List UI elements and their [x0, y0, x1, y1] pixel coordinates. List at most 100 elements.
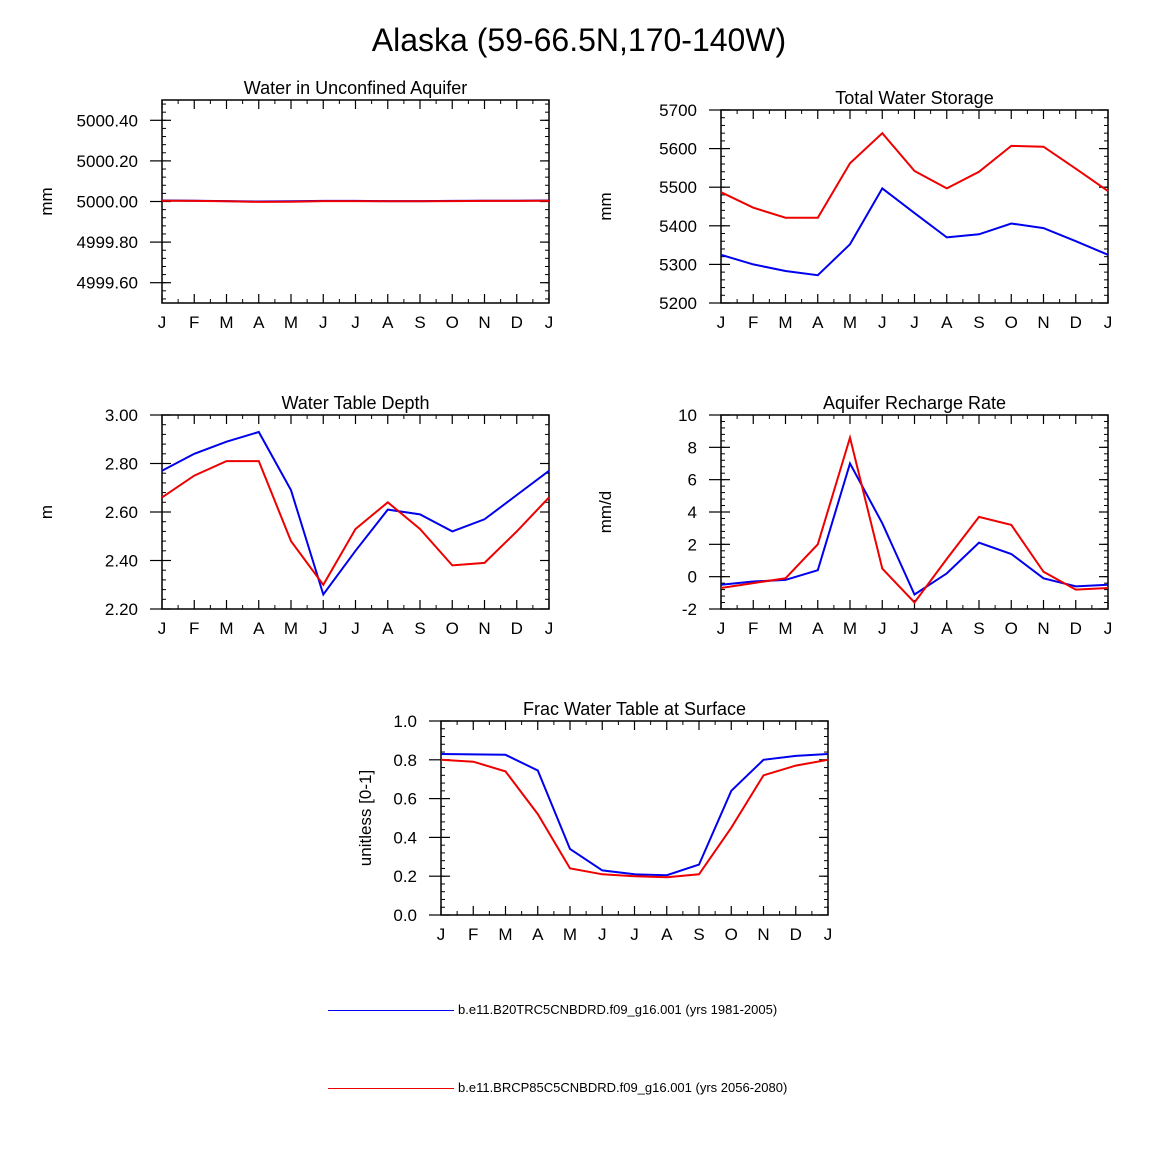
plot5-xtick-label: S [693, 925, 704, 944]
plot1-xtick-label: D [511, 313, 523, 332]
plot4-ytick-label: 0 [688, 568, 697, 587]
plot2-xtick-label: M [778, 313, 792, 332]
plot1-xtick-label: O [446, 313, 459, 332]
plot4-xtick-label: A [812, 619, 824, 638]
plot1-ytick-label: 5000.40 [77, 111, 138, 130]
plot2-xtick-label: F [748, 313, 758, 332]
plot5-xtick-label: J [437, 925, 446, 944]
plot4-series-2-line [720, 433, 1109, 605]
plot3-xtick-label: J [545, 619, 554, 638]
plot4-ytick-label: 10 [678, 406, 697, 425]
plot5-ytick-label: 0.4 [393, 828, 417, 847]
plot2-ylabel: mm [596, 192, 615, 220]
plot5-ylabel: unitless [0-1] [356, 770, 375, 866]
plot4-title: Aquifer Recharge Rate [823, 393, 1006, 413]
plot3-ytick-label: 2.40 [105, 552, 138, 571]
plot1-xtick-label: J [351, 313, 360, 332]
plot1-xtick-label: N [478, 313, 490, 332]
plot2-ytick-label: 5600 [659, 140, 697, 159]
plot3-xtick-label: A [253, 619, 265, 638]
plot1-xtick-label: J [319, 313, 328, 332]
plot5-xtick-label: A [532, 925, 544, 944]
plot2-ytick-label: 5500 [659, 178, 697, 197]
legend-line-1 [328, 1010, 454, 1011]
plot3-title: Water Table Depth [281, 393, 429, 413]
plot3-ylabel: m [37, 505, 56, 519]
plot4-ytick-label: 6 [688, 471, 697, 490]
plot2-ytick-label: 5400 [659, 217, 697, 236]
plot1-xtick-label: M [284, 313, 298, 332]
plot1-series-2-line [161, 199, 550, 203]
plot2-xtick-label: J [878, 313, 887, 332]
plot3-ytick-label: 2.20 [105, 600, 138, 619]
plot2-ytick-label: 5300 [659, 255, 697, 274]
plot4-xtick-label: M [778, 619, 792, 638]
plot2-xtick-label: J [1104, 313, 1113, 332]
plot3-xtick-label: J [158, 619, 167, 638]
plot5-xtick-label: D [790, 925, 802, 944]
plot1-xtick-label: J [158, 313, 167, 332]
plot1-ylabel: mm [37, 187, 56, 215]
legend-label-1: b.e11.B20TRC5CNBDRD.f09_g16.001 (yrs 198… [458, 1002, 778, 1017]
plot3-xtick-label: F [189, 619, 199, 638]
plot5-ytick-label: 0.2 [393, 867, 417, 886]
plot1-xtick-label: A [253, 313, 265, 332]
plot3-xtick-label: M [284, 619, 298, 638]
plot4-ytick-label: -2 [682, 600, 697, 619]
plot3-xtick-label: J [351, 619, 360, 638]
plot2-series-2-line [720, 131, 1109, 219]
plot2-xtick-label: J [717, 313, 726, 332]
plot5-ytick-label: 0.0 [393, 906, 417, 925]
plot2-xtick-label: M [843, 313, 857, 332]
plot3-xtick-label: N [478, 619, 490, 638]
plot1-xtick-label: F [189, 313, 199, 332]
plot4-xtick-label: D [1070, 619, 1082, 638]
plot2-xtick-label: N [1037, 313, 1049, 332]
plot1-xtick-label: J [545, 313, 554, 332]
plot5-title: Frac Water Table at Surface [523, 699, 746, 719]
plot4-xtick-label: F [748, 619, 758, 638]
plot3-ytick-label: 3.00 [105, 406, 138, 425]
plot3-ytick-label: 2.60 [105, 503, 138, 522]
plot4-ytick-label: 4 [688, 503, 697, 522]
plot2-xtick-label: A [941, 313, 953, 332]
plot3-xtick-label: S [414, 619, 425, 638]
plot5-xtick-label: M [498, 925, 512, 944]
plot1-title: Water in Unconfined Aquifer [244, 78, 467, 98]
plot1-ytick-label: 4999.60 [77, 274, 138, 293]
plot2-xtick-label: J [910, 313, 919, 332]
plot3-xtick-label: O [446, 619, 459, 638]
plot5-ytick-label: 1.0 [393, 712, 417, 731]
plot4-xtick-label: J [878, 619, 887, 638]
plot5-xtick-label: F [468, 925, 478, 944]
plot1-ytick-label: 5000.00 [77, 193, 138, 212]
plot1-ytick-label: 5000.20 [77, 152, 138, 171]
plot5-ytick-label: 0.6 [393, 790, 417, 809]
plot1-ytick-label: 4999.80 [77, 233, 138, 252]
plot1-xtick-label: S [414, 313, 425, 332]
plot4-ytick-label: 2 [688, 535, 697, 554]
plot5-ytick-label: 0.8 [393, 751, 417, 770]
figure-title: Alaska (59-66.5N,170-140W) [371, 22, 787, 58]
plot2-ytick-label: 5200 [659, 294, 697, 313]
plot5-xtick-label: N [757, 925, 769, 944]
plot4-xtick-label: J [910, 619, 919, 638]
plot2-xtick-label: S [973, 313, 984, 332]
plot4-xtick-label: A [941, 619, 953, 638]
plot2-ytick-label: 5700 [659, 101, 697, 120]
plot5-xtick-label: A [661, 925, 673, 944]
plot2-frame [720, 109, 1109, 304]
plot4-series-1-line [720, 460, 1109, 596]
plot4-xtick-label: S [973, 619, 984, 638]
plot3-series-2-line [161, 460, 550, 587]
plot3-xtick-label: D [511, 619, 523, 638]
plot3-xtick-label: J [319, 619, 328, 638]
plot4-xtick-label: O [1005, 619, 1018, 638]
plot4-ylabel: mm/d [596, 491, 615, 534]
plot5-series-1-line [440, 753, 829, 877]
plot2-xtick-label: O [1005, 313, 1018, 332]
plot4-xtick-label: J [1104, 619, 1113, 638]
plot2-xtick-label: D [1070, 313, 1082, 332]
plot3-series-1-line [161, 430, 550, 597]
